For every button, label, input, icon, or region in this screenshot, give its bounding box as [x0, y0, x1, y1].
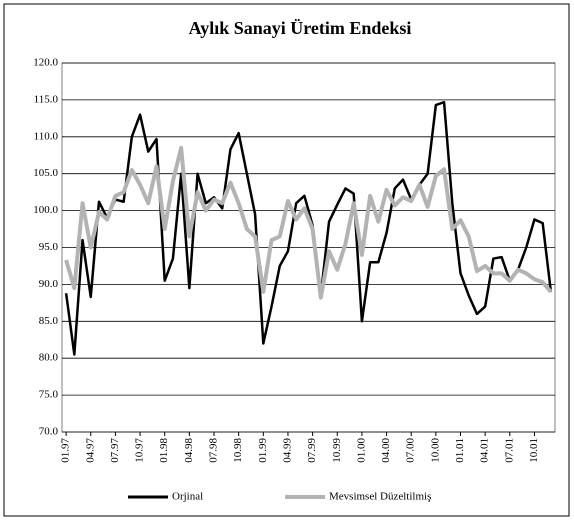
- y-tick-label: 85.0: [39, 315, 59, 327]
- x-tick-label: 01.97: [60, 438, 72, 463]
- x-tick-label: 07.00: [405, 438, 417, 463]
- y-tick-label: 95.0: [39, 241, 59, 253]
- x-tick-label: 04.98: [183, 438, 195, 463]
- legend-label: Mevsimsel Düzeltilmiş: [329, 491, 431, 503]
- x-tick-label: 07.97: [109, 438, 121, 463]
- y-tick-label: 105.0: [33, 167, 58, 179]
- y-tick-label: 75.0: [39, 389, 59, 401]
- x-tick-label: 04.99: [281, 438, 293, 463]
- y-tick-label: 100.0: [33, 204, 58, 216]
- x-tick-label: 10.01: [528, 438, 540, 463]
- chart-title: Aylık Sanayi Üretim Endeksi: [189, 18, 412, 38]
- x-tick-label: 10.97: [134, 438, 146, 463]
- line-series: [64, 100, 553, 356]
- y-tick-label: 120.0: [33, 57, 58, 69]
- x-tick-label: 07.98: [208, 438, 220, 463]
- x-tick-label: 01.00: [355, 438, 367, 463]
- y-tick-label: 115.0: [34, 93, 59, 105]
- x-tick-label: 01.98: [158, 438, 170, 463]
- x-tick-label: 10.00: [429, 438, 441, 463]
- y-tick-label: 110.0: [34, 130, 59, 142]
- x-tick-label: 10.99: [331, 438, 343, 463]
- line-series: [64, 145, 553, 300]
- x-tick-label: 10.98: [232, 438, 244, 463]
- x-tick-label: 01.99: [257, 438, 269, 463]
- x-tick-label: 04.01: [479, 438, 491, 463]
- y-tick-label: 80.0: [39, 352, 59, 364]
- x-tick-label: 07.99: [306, 438, 318, 463]
- y-tick-label: 70.0: [39, 426, 59, 438]
- y-tick-label: 90.0: [39, 278, 59, 290]
- legend-label: Orjinal: [172, 491, 203, 503]
- x-tick-label: 04.97: [84, 438, 96, 463]
- x-tick-label: 01.01: [454, 438, 466, 463]
- x-tick-label: 07.01: [503, 438, 515, 463]
- x-tick-label: 04.00: [380, 438, 392, 463]
